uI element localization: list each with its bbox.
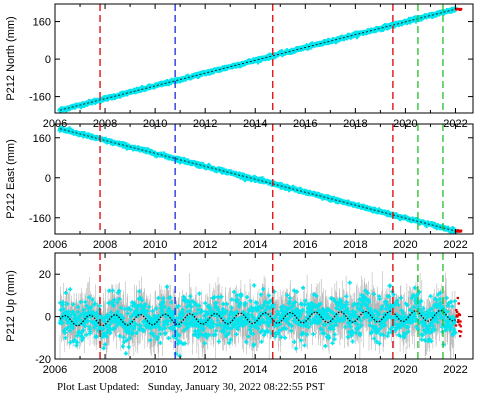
recent-data-points [454, 229, 463, 233]
plot-updated-footer: Plot Last Updated: Sunday, January 30, 2… [57, 381, 325, 393]
y-axis-label: P212 North (mm) [5, 16, 17, 100]
data-points [57, 280, 458, 359]
y-tick-label: -160 [29, 92, 51, 104]
recent-data-points [454, 7, 463, 11]
y-tick-label: -160 [29, 213, 51, 225]
x-tick-label: 2008 [93, 364, 117, 376]
plot-area [57, 124, 463, 234]
x-tick-label: 2012 [193, 364, 217, 376]
x-tick-label: 2022 [443, 239, 467, 251]
y-axis-label: P212 Up (mm) [5, 270, 17, 342]
plot-area [57, 253, 463, 359]
y-tick-label: 20 [39, 269, 51, 281]
x-tick-label: 2012 [193, 239, 217, 251]
panel-frame [54, 123, 474, 235]
panel-frame [54, 3, 474, 114]
x-tick-label: 2014 [243, 239, 267, 251]
x-tick-label: 2016 [293, 239, 317, 251]
x-tick-label: 2020 [393, 364, 417, 376]
x-tick-label: 2010 [143, 239, 167, 251]
y-tick-label: 160 [33, 133, 51, 145]
panel-2: 2006 2008 2010 2012 2014 2016 2018 2020 2022 -160… [5, 123, 474, 251]
recent-data-points [454, 296, 463, 338]
y-tick-label: -20 [35, 354, 51, 366]
x-tick-label: 2006 [43, 364, 67, 376]
y-tick-label: 0 [45, 173, 51, 185]
x-tick-label: 2010 [143, 364, 167, 376]
panel-frame [54, 252, 474, 360]
model-fit [59, 309, 456, 327]
footer-timestamp: Sunday, January 30, 2022 08:22:55 PST [147, 381, 325, 393]
panel-3: 2006 2008 2010 2012 2014 2016 2018 2020 2022 -20 0… [5, 252, 474, 376]
x-tick-label: 2018 [343, 364, 367, 376]
x-tick-label: 2014 [243, 364, 267, 376]
model-fit [59, 8, 456, 111]
x-tick-label: 2018 [343, 239, 367, 251]
y-tick-label: 0 [45, 54, 51, 66]
y-axis-label: P212 East (mm) [5, 139, 17, 218]
x-tick-label: 2020 [393, 239, 417, 251]
data-points [57, 125, 458, 234]
x-tick-label: 2006 [43, 239, 67, 251]
y-tick-label: 0 [45, 312, 51, 324]
x-tick-label: 2016 [293, 364, 317, 376]
plot-area [57, 4, 463, 113]
panel-1: 2006 2008 2010 2012 2014 2016 2018 2020 2022-160… [5, 3, 474, 130]
footer-label: Plot Last Updated: [57, 381, 140, 393]
model-fit [59, 128, 456, 232]
y-tick-label: 160 [33, 17, 51, 29]
x-tick-label: 2008 [93, 239, 117, 251]
x-tick-label: 2022 [443, 364, 467, 376]
